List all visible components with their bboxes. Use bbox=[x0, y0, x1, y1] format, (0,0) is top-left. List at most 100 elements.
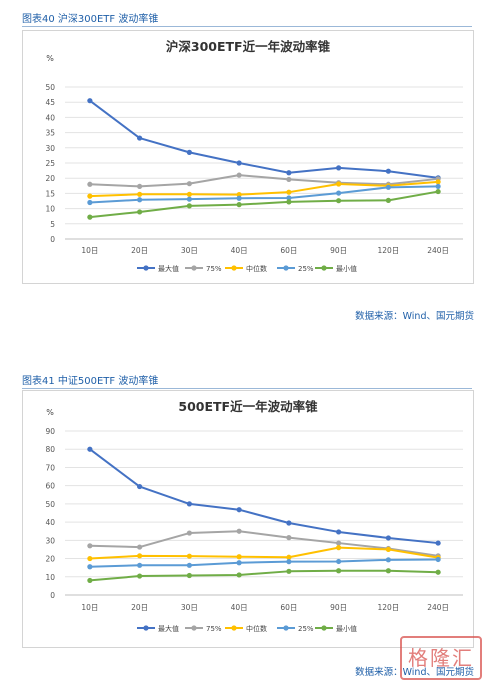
series-line-0 bbox=[89, 99, 439, 179]
data-point bbox=[286, 520, 292, 526]
y-tick-label: 35 bbox=[45, 129, 55, 138]
legend-label: 75% bbox=[206, 625, 222, 633]
data-point bbox=[336, 540, 342, 546]
data-point bbox=[137, 573, 143, 579]
data-point bbox=[435, 188, 441, 195]
figure-rule-2 bbox=[22, 388, 472, 389]
y-tick-label: 25 bbox=[45, 159, 55, 168]
data-point bbox=[236, 554, 242, 560]
legend-marker bbox=[231, 265, 237, 271]
data-point bbox=[286, 176, 292, 183]
data-point bbox=[435, 183, 441, 190]
data-point bbox=[236, 572, 242, 578]
data-point bbox=[435, 179, 441, 185]
chart-container-1: 沪深300ETF近一年波动率锥% 0 5 10 15 20 25 30 35 40 45 50 10日 2… bbox=[22, 30, 474, 284]
x-tick-label: 60日 bbox=[280, 603, 297, 612]
data-point bbox=[137, 562, 143, 568]
series-line-1 bbox=[89, 174, 439, 188]
data-point bbox=[286, 170, 292, 176]
source-note-2: 数据来源：Wind、国元期货 bbox=[355, 667, 474, 678]
series-line-4 bbox=[89, 190, 439, 219]
data-point bbox=[286, 554, 292, 560]
legend-marker bbox=[191, 265, 197, 271]
data-point bbox=[186, 572, 192, 579]
data-point bbox=[385, 535, 391, 541]
data-point bbox=[236, 560, 242, 566]
x-tick-label: 240日 bbox=[427, 246, 449, 255]
y-tick-label: 40 bbox=[45, 113, 55, 122]
x-tick-label: 10日 bbox=[81, 246, 98, 255]
y-tick-label: 15 bbox=[45, 189, 55, 198]
data-point bbox=[286, 559, 292, 565]
y-tick-label: 0 bbox=[50, 235, 55, 244]
legend-marker bbox=[283, 265, 289, 271]
y-tick-label: 20 bbox=[45, 174, 55, 183]
data-point bbox=[385, 168, 391, 174]
data-point bbox=[336, 165, 342, 171]
y-tick-label: 10 bbox=[45, 205, 55, 214]
data-point bbox=[137, 191, 143, 197]
data-point bbox=[435, 540, 441, 546]
data-point bbox=[336, 545, 342, 551]
data-point bbox=[186, 203, 192, 209]
y-tick-label: 0 bbox=[50, 591, 55, 600]
y-tick-label: 20 bbox=[45, 555, 55, 564]
data-point bbox=[286, 199, 292, 205]
series-line-4 bbox=[89, 569, 439, 582]
legend-label: 最小值 bbox=[336, 624, 357, 633]
chart-svg-1: 沪深300ETF近一年波动率锥% 0 5 10 15 20 25 30 35 40 45 50 10日 2… bbox=[45, 39, 463, 273]
data-point bbox=[336, 558, 342, 565]
y-axis-unit: % bbox=[46, 54, 54, 63]
series-line-3 bbox=[89, 185, 439, 204]
data-point bbox=[87, 543, 93, 549]
legend-label: 中位数 bbox=[246, 264, 267, 273]
figure-label-2: 图表41 中证500ETF 波动率锥 bbox=[22, 376, 159, 387]
series-line-3 bbox=[89, 558, 439, 568]
data-point bbox=[186, 181, 192, 187]
x-tick-label: 90日 bbox=[330, 246, 347, 255]
watermark-stamp: 格隆汇 bbox=[400, 636, 482, 680]
series-line-0 bbox=[89, 448, 439, 545]
legend-label: 25% bbox=[298, 265, 314, 273]
chart-title: 500ETF近一年波动率锥 bbox=[178, 399, 318, 414]
data-point bbox=[236, 195, 242, 201]
legend-marker bbox=[191, 625, 197, 631]
data-point bbox=[236, 160, 242, 166]
legend-marker bbox=[283, 625, 289, 631]
legend-marker bbox=[321, 265, 327, 271]
legend-label: 最大值 bbox=[158, 264, 179, 273]
data-point bbox=[87, 564, 93, 570]
data-point bbox=[286, 535, 292, 541]
data-point bbox=[336, 181, 342, 187]
y-tick-label: 50 bbox=[45, 500, 55, 509]
x-tick-label: 120日 bbox=[377, 246, 399, 255]
legend-marker bbox=[143, 625, 149, 631]
x-tick-label: 20日 bbox=[131, 246, 148, 255]
x-tick-label: 20日 bbox=[131, 603, 148, 612]
data-point bbox=[137, 553, 143, 559]
data-point bbox=[87, 98, 93, 104]
y-tick-label: 30 bbox=[45, 144, 55, 153]
figure-label-1: 图表40 沪深300ETF 波动率锥 bbox=[22, 14, 159, 25]
data-point bbox=[336, 190, 342, 196]
legend-label: 最大值 bbox=[158, 624, 179, 633]
series-line-1 bbox=[89, 530, 439, 557]
data-point bbox=[435, 556, 441, 563]
data-point bbox=[435, 569, 441, 575]
y-tick-label: 45 bbox=[45, 98, 55, 107]
x-tick-label: 30日 bbox=[181, 246, 198, 255]
data-point bbox=[137, 544, 143, 550]
data-point bbox=[385, 546, 391, 553]
data-point bbox=[236, 192, 242, 198]
series-line-2 bbox=[89, 546, 439, 560]
data-point bbox=[137, 483, 143, 490]
series-line-2 bbox=[89, 180, 439, 198]
data-point bbox=[186, 501, 192, 507]
x-tick-label: 240日 bbox=[427, 603, 449, 612]
y-tick-label: 10 bbox=[45, 573, 55, 582]
data-point bbox=[137, 209, 143, 215]
data-point bbox=[236, 507, 242, 513]
data-point bbox=[186, 530, 192, 536]
y-tick-label: 5 bbox=[50, 220, 55, 229]
data-point bbox=[87, 555, 93, 562]
